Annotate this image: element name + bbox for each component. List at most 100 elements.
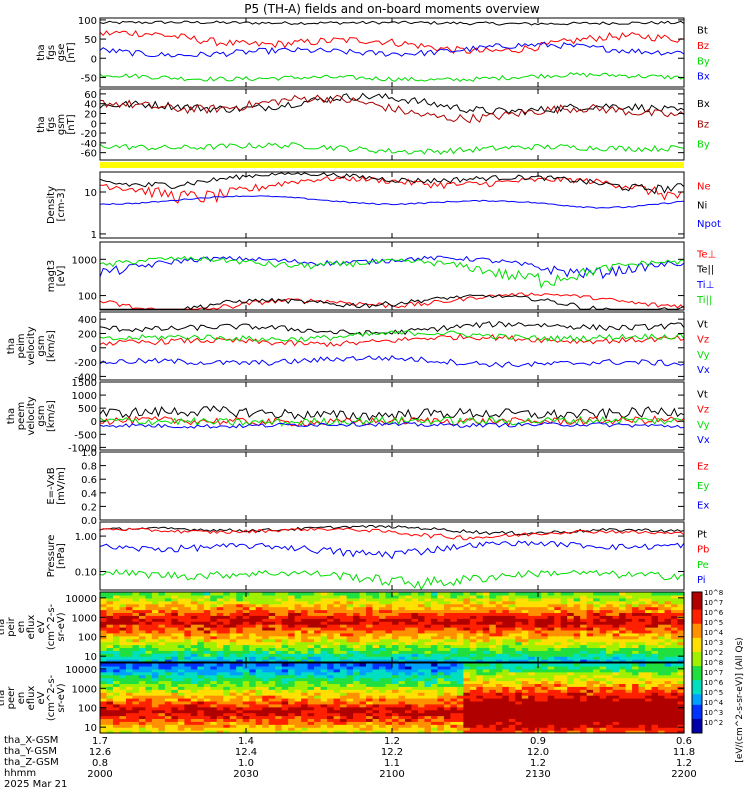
- spectrogram-cell: [197, 656, 205, 660]
- spectrogram-cell: [677, 612, 685, 616]
- spectrogram-cell: [112, 656, 121, 660]
- spectrogram-cell: [489, 647, 497, 651]
- spectrogram-cell: [671, 677, 679, 682]
- spectrogram-cell: [281, 683, 289, 687]
- spectrogram-cell: [560, 724, 568, 728]
- spectrogram-cell: [424, 650, 432, 654]
- spectrogram-cell: [502, 594, 510, 599]
- spectrogram-cell: [463, 606, 471, 611]
- spectrogram-cell: [489, 603, 497, 608]
- legend-Vx: Vx: [697, 435, 710, 446]
- spectrogram-cell: [372, 727, 380, 731]
- spectrogram-cell: [515, 606, 523, 611]
- spectrogram-cell: [404, 621, 413, 625]
- spectrogram-cell: [534, 632, 542, 637]
- y-tick-label: 1000: [72, 613, 97, 624]
- spectrogram-cell: [495, 695, 503, 699]
- spectrogram-cell: [554, 706, 562, 711]
- spectrogram-cell: [125, 686, 134, 690]
- spectrogram-cell: [262, 635, 270, 640]
- spectrogram-cell: [229, 663, 237, 667]
- spectrogram-cell: [541, 698, 549, 702]
- spectrogram-cell: [255, 730, 263, 734]
- spectrogram-cell: [125, 641, 134, 646]
- spectrogram-cell: [366, 603, 374, 608]
- spectrogram-cell: [489, 624, 497, 628]
- spectrogram-cell: [249, 721, 257, 725]
- spectrogram-cell: [430, 597, 439, 602]
- spectrogram-cell: [489, 715, 497, 720]
- spectrogram-cell: [210, 629, 218, 634]
- ephemeris-value: 1.1: [384, 758, 400, 769]
- spectrogram-cell: [385, 632, 393, 637]
- spectrogram-cell: [638, 632, 646, 637]
- spectrogram-cell: [223, 677, 231, 682]
- spectrogram-cell: [119, 668, 127, 673]
- spectrogram-cell: [119, 671, 127, 676]
- spectrogram-cell: [125, 632, 134, 637]
- spectrogram-cell: [528, 680, 536, 685]
- spectrogram-cell: [619, 594, 627, 599]
- spectrogram-cell: [463, 663, 471, 667]
- spectrogram-cell: [424, 606, 432, 611]
- spectrogram-cell: [645, 641, 653, 646]
- spectrogram-cell: [236, 600, 244, 605]
- spectrogram-cell: [223, 606, 231, 611]
- spectrogram-cell: [346, 680, 354, 685]
- spectrogram-cell: [268, 709, 276, 714]
- spectrogram-cell: [567, 703, 575, 708]
- spectrogram-cell: [528, 621, 536, 625]
- spectrogram-cell: [327, 686, 335, 690]
- spectrogram-cell: [307, 727, 315, 731]
- spectrogram-cell: [294, 659, 302, 663]
- spectrogram-cell: [476, 665, 484, 670]
- spectrogram-cell: [495, 659, 503, 663]
- spectrogram-cell: [417, 674, 426, 679]
- spectrogram-cell: [450, 656, 458, 660]
- spectrogram-cell: [106, 629, 114, 634]
- spectrogram-cell: [353, 644, 361, 649]
- spectrogram-cell: [353, 659, 361, 663]
- spectrogram-cell: [242, 671, 250, 676]
- spectrogram-cell: [392, 721, 400, 725]
- legend-Bx: Bx: [697, 99, 710, 110]
- spectrogram-cell: [353, 609, 361, 614]
- spectrogram-cell: [307, 724, 315, 728]
- spectrogram-cell: [450, 730, 458, 734]
- spectrogram-cell: [340, 665, 348, 670]
- spectrogram-cell: [424, 715, 432, 720]
- spectrogram-cell: [677, 680, 685, 685]
- spectrogram-cell: [294, 709, 302, 714]
- spectrogram-cell: [560, 629, 568, 634]
- spectrogram-cell: [366, 635, 374, 640]
- spectrogram-cell: [489, 638, 497, 643]
- spectrogram-cell: [573, 621, 581, 625]
- spectrogram-cell: [651, 621, 659, 625]
- spectrogram-cell: [606, 680, 614, 685]
- spectrogram-cell: [599, 700, 607, 705]
- spectrogram-cell: [262, 706, 270, 711]
- spectrogram-cell: [132, 650, 140, 654]
- spectrogram-cell: [443, 674, 451, 679]
- spectrogram-cell: [307, 624, 315, 628]
- spectrogram-cell: [229, 603, 237, 608]
- spectrogram-cell: [534, 668, 542, 673]
- spectrogram-cell: [599, 706, 607, 711]
- spectrogram-cell: [223, 653, 231, 657]
- spectrogram-cell: [541, 680, 549, 685]
- spectrogram-cell: [294, 677, 302, 682]
- spectrogram-cell: [197, 715, 205, 720]
- spectrogram-cell: [327, 600, 335, 605]
- spectrogram-cell: [320, 603, 328, 608]
- spectrogram-cell: [203, 677, 211, 682]
- spectrogram-cell: [294, 706, 302, 711]
- spectrogram-cell: [443, 671, 451, 676]
- spectrogram-cell: [255, 724, 263, 728]
- spectrogram-cell: [398, 677, 406, 682]
- spectrogram-cell: [508, 594, 516, 599]
- spectrogram-cell: [593, 695, 601, 699]
- spectrogram-cell: [450, 718, 458, 722]
- spectrogram-cell: [392, 663, 400, 667]
- spectrogram-cell: [242, 629, 250, 634]
- spectrogram-cell: [586, 606, 594, 611]
